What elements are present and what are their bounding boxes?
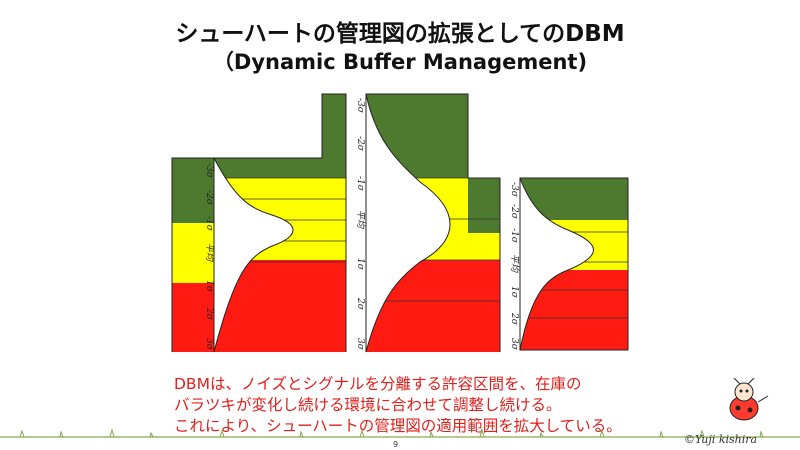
chart-1-outline bbox=[171, 93, 347, 352]
tick-label: -3σ bbox=[509, 182, 519, 198]
chart-2-red-step bbox=[468, 260, 500, 352]
chart-1: -3σ -2σ -1σ 平均 1σ 2σ 3σ bbox=[171, 93, 347, 353]
chart-1-yellow-zone bbox=[172, 223, 214, 283]
tick-label: -1σ bbox=[204, 216, 214, 232]
tick-label: 平均 bbox=[204, 243, 215, 262]
tick-label: 1σ bbox=[204, 280, 214, 293]
tick-label: -2σ bbox=[355, 136, 365, 152]
credit-text: ©Yuji kishira bbox=[684, 433, 758, 446]
chart-1-red-zone bbox=[172, 283, 214, 352]
tick-label: 平均 bbox=[355, 210, 366, 229]
chart-1-green-zone bbox=[172, 158, 214, 223]
chart-2-ticks: -3σ -2σ -1σ 平均 1σ 2σ 3σ bbox=[355, 98, 366, 351]
tick-label: 2σ bbox=[355, 297, 365, 311]
tick-label: -1σ bbox=[509, 228, 519, 244]
tick-label: 1σ bbox=[355, 258, 365, 271]
chart-1-ticks: -3σ -2σ -1σ 平均 1σ 2σ 3σ bbox=[204, 163, 215, 351]
caption-line-2: バラツキが変化し続ける環境に合わせて調整し続ける。 bbox=[174, 396, 562, 414]
chart-2-green-step bbox=[468, 178, 500, 233]
slide-title: シューハートの管理図の拡張としてのDBM bbox=[175, 21, 625, 47]
tick-label: -2σ bbox=[509, 204, 519, 220]
chart-3-ticks: -3σ -2σ -1σ 平均 1σ 2σ 3σ bbox=[509, 182, 520, 351]
tick-label: -3σ bbox=[204, 163, 214, 179]
ladybug-mascot-icon bbox=[729, 378, 769, 421]
chart-1-red-step bbox=[214, 260, 346, 352]
page-number: 9 bbox=[393, 440, 399, 449]
tick-label: 2σ bbox=[509, 312, 519, 326]
chart-3: -3σ -2σ -1σ 平均 1σ 2σ 3σ bbox=[509, 177, 629, 351]
chart-2-yellow-step bbox=[468, 233, 500, 260]
tick-label: 2σ bbox=[204, 307, 214, 321]
slide-subtitle: （Dynamic Buffer Management) bbox=[212, 50, 588, 74]
chart-1-bell-curve bbox=[213, 157, 294, 353]
tick-label: -1σ bbox=[355, 176, 365, 192]
chart-1-green-step bbox=[214, 94, 346, 178]
tick-label: 3σ bbox=[509, 338, 519, 351]
tick-label: 3σ bbox=[204, 338, 214, 351]
tick-label: -3σ bbox=[355, 98, 365, 114]
tick-label: 3σ bbox=[355, 338, 365, 351]
chart-3-bell-curve bbox=[519, 177, 594, 351]
chart-2: -3σ -2σ -1σ 平均 1σ 2σ 3σ bbox=[355, 93, 501, 353]
caption-line-3: これにより、シューハートの管理図の適用範囲を拡大している。 bbox=[174, 417, 622, 435]
tick-label: 平均 bbox=[509, 254, 520, 273]
chart-2-bell-curve bbox=[365, 93, 451, 353]
tick-label: 1σ bbox=[509, 286, 519, 299]
caption-line-1: DBMは、ノイズとシグナルを分離する許容区間を、在庫の bbox=[174, 375, 582, 393]
grass-ground-decoration bbox=[0, 428, 800, 438]
tick-label: -2σ bbox=[204, 190, 214, 206]
